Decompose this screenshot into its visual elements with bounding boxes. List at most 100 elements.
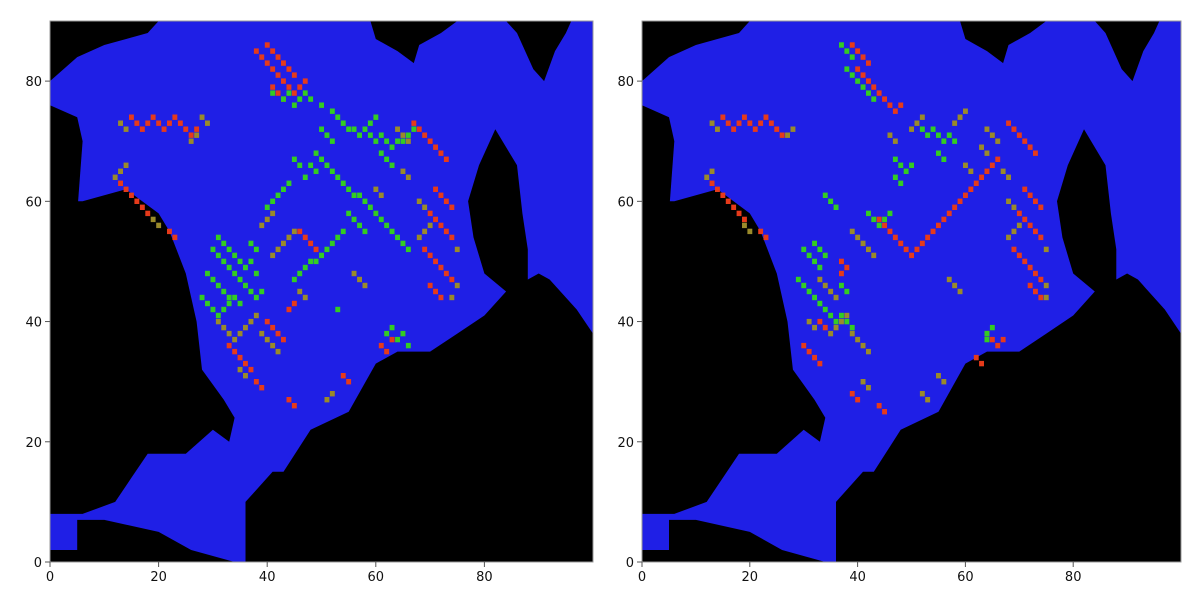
mixed-cell bbox=[449, 294, 455, 301]
red-cell bbox=[839, 270, 844, 277]
red-cell bbox=[172, 234, 178, 241]
green-cell bbox=[405, 132, 411, 138]
green-cell bbox=[405, 246, 411, 253]
red-cell bbox=[291, 90, 297, 96]
red-cell bbox=[313, 246, 319, 253]
green-cell bbox=[812, 294, 817, 301]
green-cell bbox=[849, 72, 855, 78]
red-cell bbox=[963, 192, 968, 198]
green-cell bbox=[405, 342, 411, 349]
green-cell bbox=[839, 312, 844, 319]
mixed-cell bbox=[205, 120, 210, 126]
green-cell bbox=[232, 294, 238, 301]
green-cell bbox=[319, 156, 324, 162]
green-cell bbox=[892, 174, 898, 180]
red-cell bbox=[925, 234, 931, 241]
x-tick-label: 80 bbox=[1065, 570, 1082, 585]
green-cell bbox=[205, 270, 210, 277]
red-cell bbox=[957, 198, 963, 204]
left-map-panel: 0 20 40 60 80 0 20 40 60 80 bbox=[25, 20, 594, 585]
mixed-cell bbox=[232, 336, 238, 343]
green-cell bbox=[936, 150, 941, 156]
mixed-cell bbox=[963, 162, 968, 168]
green-cell bbox=[828, 312, 834, 319]
green-cell bbox=[226, 294, 232, 301]
green-cell bbox=[801, 282, 807, 289]
green-cell bbox=[237, 300, 243, 307]
green-cell bbox=[243, 282, 248, 289]
green-cell bbox=[335, 234, 341, 241]
land-mass bbox=[506, 21, 572, 82]
red-cell bbox=[243, 360, 248, 367]
red-cell bbox=[443, 198, 449, 204]
red-cell bbox=[855, 397, 861, 403]
red-cell bbox=[1038, 204, 1044, 210]
red-cell bbox=[270, 84, 276, 90]
red-cell bbox=[177, 120, 183, 126]
mixed-cell bbox=[118, 168, 123, 174]
red-cell bbox=[817, 360, 823, 367]
red-cell bbox=[758, 120, 764, 126]
red-cell bbox=[871, 84, 877, 90]
green-cell bbox=[822, 252, 828, 259]
green-cell bbox=[313, 150, 319, 156]
red-cell bbox=[892, 234, 898, 241]
red-cell bbox=[1011, 246, 1017, 253]
red-cell bbox=[936, 222, 941, 229]
red-cell bbox=[167, 120, 172, 126]
green-cell bbox=[411, 126, 417, 132]
red-cell bbox=[909, 252, 914, 259]
red-cell bbox=[1027, 222, 1033, 229]
red-cell bbox=[1027, 192, 1033, 198]
land-mass bbox=[1057, 129, 1117, 292]
red-cell bbox=[1033, 288, 1038, 295]
green-cell bbox=[232, 252, 238, 259]
mixed-cell bbox=[984, 150, 990, 156]
mixed-cell bbox=[237, 366, 243, 373]
red-cell bbox=[812, 354, 817, 361]
red-cell bbox=[747, 120, 753, 126]
red-cell bbox=[123, 186, 129, 192]
red-cell bbox=[259, 54, 265, 60]
green-cell bbox=[335, 174, 341, 180]
mixed-cell bbox=[275, 246, 281, 253]
y-tick-label: 20 bbox=[25, 436, 42, 451]
red-cell bbox=[275, 90, 281, 96]
green-cell bbox=[871, 216, 877, 223]
red-cell bbox=[226, 342, 232, 349]
green-cell bbox=[822, 192, 828, 198]
mixed-cell bbox=[968, 168, 974, 174]
red-cell bbox=[443, 270, 449, 277]
red-cell bbox=[378, 342, 384, 349]
red-cell bbox=[291, 300, 297, 307]
x-tick-label: 40 bbox=[259, 570, 276, 585]
red-cell bbox=[973, 354, 979, 361]
green-cell bbox=[806, 288, 812, 295]
green-cell bbox=[357, 132, 362, 138]
green-cell bbox=[946, 132, 952, 138]
mixed-cell bbox=[866, 348, 871, 355]
green-cell bbox=[340, 228, 346, 235]
mixed-cell bbox=[952, 282, 958, 289]
mixed-cell bbox=[812, 324, 817, 331]
red-cell bbox=[1016, 210, 1022, 217]
red-cell bbox=[758, 228, 764, 235]
green-cell bbox=[308, 96, 314, 102]
red-cell bbox=[1000, 336, 1006, 343]
mixed-cell bbox=[123, 162, 129, 168]
green-cell bbox=[925, 132, 931, 138]
red-cell bbox=[139, 126, 145, 132]
green-cell bbox=[844, 48, 850, 54]
mixed-cell bbox=[925, 397, 931, 403]
mixed-cell bbox=[400, 132, 406, 138]
green-cell bbox=[221, 288, 227, 295]
red-cell bbox=[194, 126, 200, 132]
green-cell bbox=[849, 54, 855, 60]
red-cell bbox=[995, 156, 1001, 162]
green-cell bbox=[199, 294, 205, 301]
green-cell bbox=[367, 204, 373, 210]
land-mass bbox=[836, 273, 1181, 562]
mixed-cell bbox=[860, 342, 866, 349]
red-cell bbox=[882, 409, 887, 415]
red-cell bbox=[720, 114, 726, 120]
